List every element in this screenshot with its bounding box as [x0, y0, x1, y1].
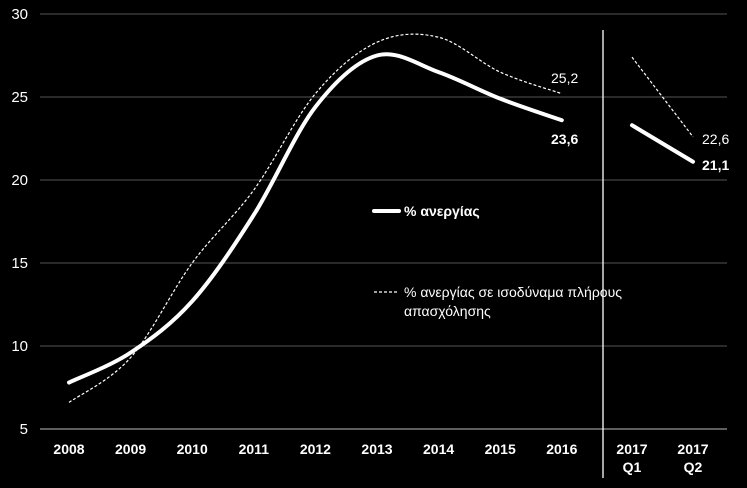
dashed-end-label: 25,2	[551, 70, 578, 86]
gridlines	[40, 13, 727, 347]
x-tick-label: 2012	[300, 441, 331, 457]
x-tick-label: 2014	[423, 441, 454, 457]
y-axis-ticks: 5 10 15 20 25 30	[11, 6, 28, 438]
series-lines	[67, 33, 695, 403]
x-tick-label-year: 2017	[677, 441, 708, 457]
legend: % ανεργίας % ανεργίας σε ισοδύναμα πλήρο…	[372, 203, 622, 319]
x-axis-ticks: 2008 2009 2010 2011 2012 2013 2014 2015 2016 2017…	[53, 441, 708, 475]
x-tick-label: 2011	[239, 441, 270, 457]
solid-end-label: 23,6	[551, 131, 578, 147]
x-tick-label: 2013	[361, 441, 392, 457]
x-tick-label-quarter: Q2	[684, 459, 703, 475]
x-tick-label-year: 2017	[616, 441, 647, 457]
legend-dashed-label-line1: % ανεργίας σε ισοδύναμα πλήρους	[404, 284, 622, 300]
x-tick-label: 2015	[485, 441, 516, 457]
y-tick-label: 5	[20, 421, 28, 438]
x-tick-label: 2008	[53, 441, 84, 457]
dashed-series-quarter-line	[631, 56, 694, 138]
y-tick-label: 10	[11, 338, 28, 355]
legend-solid-label: % ανεργίας	[404, 203, 480, 219]
y-tick-label: 20	[11, 172, 28, 189]
x-tick-label-quarter: Q1	[623, 459, 642, 475]
dashed-series-annual-line	[68, 33, 562, 403]
x-tick-label: 2016	[546, 441, 577, 457]
solid-series-annual-line	[67, 52, 564, 385]
x-tick-label: 2010	[177, 441, 208, 457]
y-tick-label: 15	[11, 255, 28, 272]
y-tick-label: 25	[11, 89, 28, 106]
dashed-quarter-end-label: 22,6	[702, 131, 729, 147]
solid-quarter-end-label: 21,1	[702, 157, 729, 173]
legend-dashed-label-line2: απασχόλησης	[404, 303, 491, 319]
y-tick-label: 30	[11, 6, 28, 23]
x-tick-label: 2009	[115, 441, 146, 457]
solid-series-quarter-line	[630, 123, 695, 164]
